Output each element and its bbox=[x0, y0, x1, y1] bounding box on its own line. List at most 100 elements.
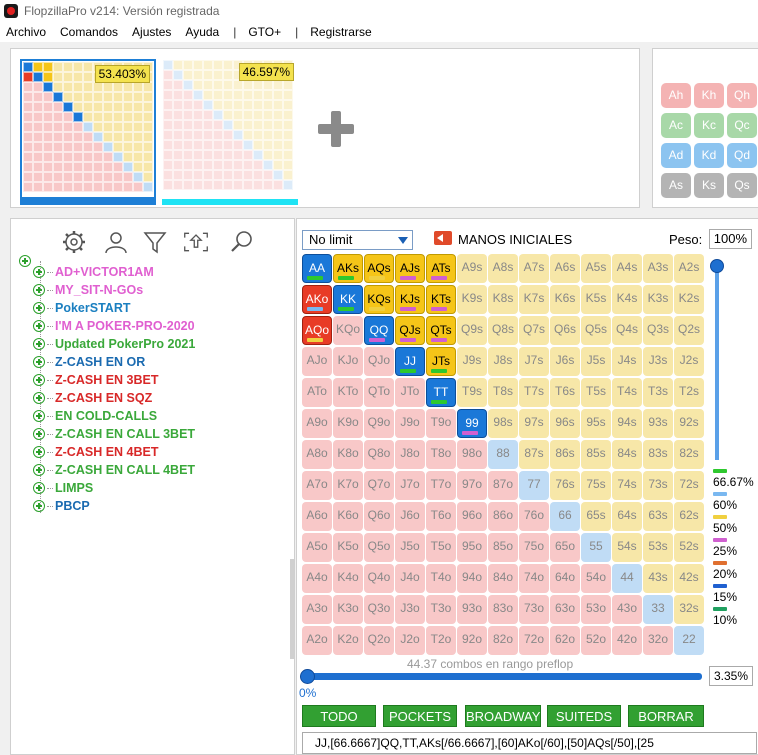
menu-comandos[interactable]: Comandos bbox=[60, 25, 119, 39]
hand-cell[interactable]: 74o bbox=[519, 564, 549, 593]
hand-cell[interactable]: 95o bbox=[457, 533, 487, 562]
expand-icon[interactable] bbox=[33, 500, 45, 512]
hand-cell[interactable]: K7s bbox=[519, 285, 549, 314]
hand-cell[interactable]: T7o bbox=[426, 471, 456, 500]
hand-cell[interactable]: 63s bbox=[643, 502, 673, 531]
export-icon[interactable] bbox=[183, 229, 209, 255]
hand-cell[interactable]: 64s bbox=[612, 502, 642, 531]
hand-cell[interactable]: A5o bbox=[302, 533, 332, 562]
hand-cell[interactable]: J9s bbox=[457, 347, 487, 376]
hand-cell[interactable]: 72o bbox=[519, 626, 549, 655]
pockets-button[interactable]: POCKETS bbox=[383, 705, 457, 727]
expand-icon[interactable] bbox=[33, 266, 45, 278]
card-kd[interactable]: Kd bbox=[694, 143, 724, 168]
range-thumbnail-villain[interactable]: 46.597% bbox=[162, 59, 298, 205]
user-icon[interactable] bbox=[103, 229, 129, 255]
hand-cell[interactable]: Q5o bbox=[364, 533, 394, 562]
card-qd[interactable]: Qd bbox=[727, 143, 757, 168]
hand-cell[interactable]: 87s bbox=[519, 440, 549, 469]
hand-cell[interactable]: A9s bbox=[457, 254, 487, 283]
hand-cell[interactable]: 76s bbox=[550, 471, 580, 500]
menu-archivo[interactable]: Archivo bbox=[6, 25, 47, 39]
tree-item[interactable]: AD+VICTOR1AM bbox=[33, 263, 154, 281]
hand-cell[interactable]: Q9o bbox=[364, 409, 394, 438]
tree-item[interactable]: Z-CASH EN CALL 3BET bbox=[33, 425, 195, 443]
hand-cell[interactable]: A7o bbox=[302, 471, 332, 500]
card-as[interactable]: As bbox=[661, 173, 691, 198]
weight-slider-track[interactable] bbox=[715, 265, 719, 460]
hand-cell[interactable]: Q2s bbox=[674, 316, 704, 345]
hand-cell[interactable]: JJ bbox=[395, 347, 425, 376]
hand-cell[interactable]: K7o bbox=[333, 471, 363, 500]
hand-cell[interactable]: 65o bbox=[550, 533, 580, 562]
hand-cell[interactable]: 64o bbox=[550, 564, 580, 593]
hand-cell[interactable]: T9s bbox=[457, 378, 487, 407]
hand-cell[interactable]: A2o bbox=[302, 626, 332, 655]
expand-icon[interactable] bbox=[33, 428, 45, 440]
hand-cell[interactable]: KQs bbox=[364, 285, 394, 314]
hand-cell[interactable]: AQo bbox=[302, 316, 332, 345]
broadway-button[interactable]: BROADWAY bbox=[465, 705, 541, 727]
back-icon[interactable] bbox=[434, 231, 452, 245]
scrollbar[interactable] bbox=[290, 559, 294, 659]
hand-cell[interactable]: J7s bbox=[519, 347, 549, 376]
hand-cell[interactable]: Q2o bbox=[364, 626, 394, 655]
range-slider-track[interactable] bbox=[306, 673, 702, 680]
expand-icon[interactable] bbox=[33, 482, 45, 494]
hand-cell[interactable]: J6o bbox=[395, 502, 425, 531]
hand-cell[interactable]: 84o bbox=[488, 564, 518, 593]
hand-cell[interactable]: T5s bbox=[581, 378, 611, 407]
hand-cell[interactable]: J2s bbox=[674, 347, 704, 376]
hand-cell[interactable]: 52s bbox=[674, 533, 704, 562]
hand-cell[interactable]: 85s bbox=[581, 440, 611, 469]
hand-cell[interactable]: Q9s bbox=[457, 316, 487, 345]
tree-root-expander[interactable] bbox=[19, 255, 31, 267]
hand-cell[interactable]: J4s bbox=[612, 347, 642, 376]
hand-cell[interactable]: K3s bbox=[643, 285, 673, 314]
tree-item[interactable]: EN COLD-CALLS bbox=[33, 407, 157, 425]
hand-cell[interactable]: 93s bbox=[643, 409, 673, 438]
hand-cell[interactable]: J3s bbox=[643, 347, 673, 376]
hand-cell[interactable]: 75s bbox=[581, 471, 611, 500]
hand-cell[interactable]: J3o bbox=[395, 595, 425, 624]
hand-cell[interactable]: J9o bbox=[395, 409, 425, 438]
hand-cell[interactable]: T3o bbox=[426, 595, 456, 624]
tree-item[interactable]: Updated PokerPro 2021 bbox=[33, 335, 195, 353]
hand-cell[interactable]: 43s bbox=[643, 564, 673, 593]
range-text-input[interactable]: JJ,[66.6667]QQ,TT,AKs[/66.6667],[60]AKo[… bbox=[302, 732, 757, 754]
hand-cell[interactable]: 82s bbox=[674, 440, 704, 469]
hand-cell[interactable]: KJo bbox=[333, 347, 363, 376]
tree-item[interactable]: LIMPS bbox=[33, 479, 93, 497]
hand-cell[interactable]: JTs bbox=[426, 347, 456, 376]
expand-icon[interactable] bbox=[33, 374, 45, 386]
filter-icon[interactable] bbox=[142, 229, 168, 255]
hand-cell[interactable]: J5o bbox=[395, 533, 425, 562]
card-qh[interactable]: Qh bbox=[727, 83, 757, 108]
hand-cell[interactable]: T2o bbox=[426, 626, 456, 655]
hand-cell[interactable]: 77 bbox=[519, 471, 549, 500]
hand-cell[interactable]: 73s bbox=[643, 471, 673, 500]
hand-cell[interactable]: J8o bbox=[395, 440, 425, 469]
hand-cell[interactable]: J4o bbox=[395, 564, 425, 593]
hand-cell[interactable]: KTs bbox=[426, 285, 456, 314]
hand-cell[interactable]: 86o bbox=[488, 502, 518, 531]
card-qs[interactable]: Qs bbox=[727, 173, 757, 198]
tree-item[interactable]: Z-CASH EN 3BET bbox=[33, 371, 158, 389]
hand-cell[interactable]: 86s bbox=[550, 440, 580, 469]
tree-item[interactable]: MY_SIT-N-GOs bbox=[33, 281, 143, 299]
hand-cell[interactable]: KK bbox=[333, 285, 363, 314]
hand-cell[interactable]: 97o bbox=[457, 471, 487, 500]
hand-cell[interactable]: 62s bbox=[674, 502, 704, 531]
hand-cell[interactable]: 97s bbox=[519, 409, 549, 438]
game-type-select[interactable]: No limit bbox=[302, 230, 413, 250]
hand-cell[interactable]: K5s bbox=[581, 285, 611, 314]
menu-registrarse[interactable]: Registrarse bbox=[310, 25, 372, 39]
card-ks[interactable]: Ks bbox=[694, 173, 724, 198]
hand-cell[interactable]: 74s bbox=[612, 471, 642, 500]
hand-cell[interactable]: 96s bbox=[550, 409, 580, 438]
hand-cell[interactable]: 22 bbox=[674, 626, 704, 655]
tree-item[interactable]: PBCP bbox=[33, 497, 90, 515]
hand-cell[interactable]: 83s bbox=[643, 440, 673, 469]
hand-cell[interactable]: A8s bbox=[488, 254, 518, 283]
tree-item[interactable]: Z-CASH EN SQZ bbox=[33, 389, 152, 407]
